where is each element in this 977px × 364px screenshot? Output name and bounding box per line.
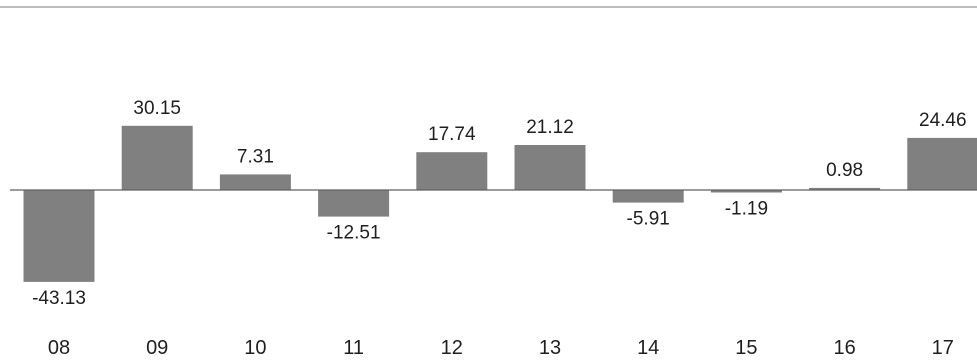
- category-label-13: 13: [539, 337, 561, 359]
- category-label-17: 17: [932, 337, 954, 359]
- bar-17: [907, 137, 977, 190]
- value-label-15: -1.19: [725, 199, 768, 220]
- bar-10: [219, 174, 291, 190]
- value-label-14: -5.91: [627, 209, 670, 230]
- value-label-08: -43.13: [32, 288, 86, 309]
- bar-12: [416, 152, 488, 190]
- bar-14: [612, 190, 684, 203]
- bar-11: [318, 190, 390, 217]
- category-labels-group: 08 09 10 11 12 13 14 15 16 17: [48, 337, 954, 359]
- category-label-08: 08: [48, 337, 70, 359]
- category-label-12: 12: [441, 337, 463, 359]
- bar-08: [23, 190, 95, 282]
- bar-15: [710, 190, 782, 193]
- value-label-16: 0.98: [826, 160, 863, 181]
- bar-09: [121, 125, 193, 190]
- value-label-12: 17.74: [428, 124, 476, 145]
- category-label-15: 15: [735, 337, 757, 359]
- category-label-11: 11: [343, 337, 364, 359]
- value-label-10: 7.31: [237, 146, 274, 167]
- bar-13: [514, 145, 586, 190]
- category-label-09: 09: [146, 337, 168, 359]
- value-labels-group: -43.13 30.15 7.31 -12.51 17.74 21.12 -5.91 -1.1…: [32, 98, 967, 309]
- value-label-11: -12.51: [327, 223, 381, 244]
- value-label-17: 24.46: [919, 110, 967, 131]
- bars-group: [23, 125, 977, 282]
- value-label-09: 30.15: [133, 98, 181, 119]
- category-label-10: 10: [244, 337, 266, 359]
- category-label-16: 16: [833, 337, 855, 359]
- bar-16: [809, 187, 881, 190]
- value-label-13: 21.12: [526, 117, 574, 138]
- category-label-14: 14: [637, 337, 659, 359]
